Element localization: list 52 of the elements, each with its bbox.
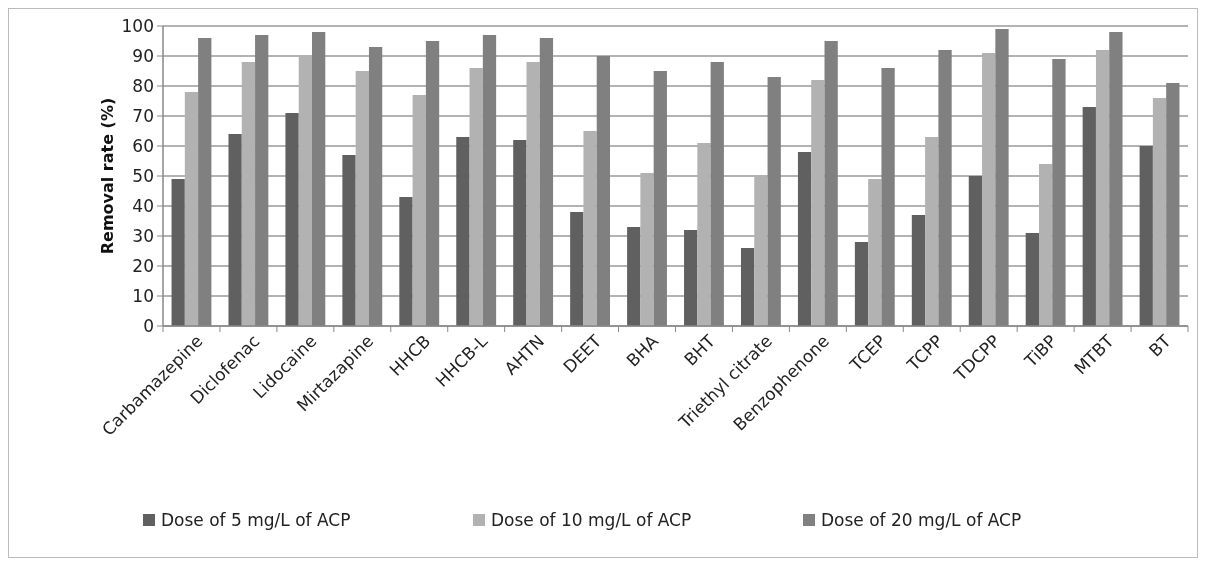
bar: [1095, 50, 1110, 326]
bar: [184, 92, 199, 326]
bar: [241, 62, 256, 326]
bar: [684, 230, 698, 326]
y-tick-label: 60: [132, 135, 154, 156]
y-tick-label: 70: [132, 105, 154, 126]
bar: [570, 212, 584, 326]
y-tick-label: 40: [132, 195, 154, 216]
bar: [925, 137, 939, 326]
bar: [355, 71, 369, 326]
legend-label: Dose of 10 mg/L of ACP: [491, 509, 692, 530]
bar: [697, 143, 711, 326]
bar: [469, 68, 483, 326]
y-tick-label: 90: [132, 45, 154, 66]
bar: [399, 197, 413, 326]
bar: [911, 215, 926, 326]
bar: [583, 131, 597, 326]
bar: [456, 137, 470, 326]
bar: [982, 53, 996, 326]
bar: [412, 95, 426, 326]
y-tick-label: 80: [132, 75, 154, 96]
bar: [1025, 233, 1039, 326]
bar: [1082, 107, 1096, 326]
bar: [228, 134, 242, 326]
bar: [285, 113, 299, 326]
bar: [868, 179, 882, 326]
bar: [854, 242, 869, 326]
bar: [1039, 164, 1053, 326]
bar: [627, 227, 641, 326]
bar: [811, 80, 825, 326]
bar: [298, 56, 313, 326]
y-tick-label: 50: [132, 165, 154, 186]
bar: [342, 155, 356, 326]
bar: [513, 140, 527, 326]
bar: [968, 176, 983, 326]
legend-label: Dose of 20 mg/L of ACP: [821, 509, 1022, 530]
y-tick-label: 0: [143, 315, 154, 336]
bar: [740, 248, 755, 326]
y-tick-label: 100: [121, 15, 154, 36]
y-tick-label: 10: [132, 285, 154, 306]
bar: [1139, 146, 1153, 326]
legend-label: Dose of 5 mg/L of ACP: [161, 509, 351, 530]
x-tick-label: BT: [1144, 330, 1175, 361]
bar: [1152, 98, 1167, 326]
bar: [754, 176, 768, 326]
bar: [526, 62, 540, 326]
bar: [797, 152, 812, 326]
y-tick-label: 30: [132, 225, 154, 246]
y-axis-title: Removal rate (%): [98, 97, 117, 255]
y-tick-label: 20: [132, 255, 154, 276]
bar: [640, 173, 654, 326]
bar: [171, 179, 185, 326]
